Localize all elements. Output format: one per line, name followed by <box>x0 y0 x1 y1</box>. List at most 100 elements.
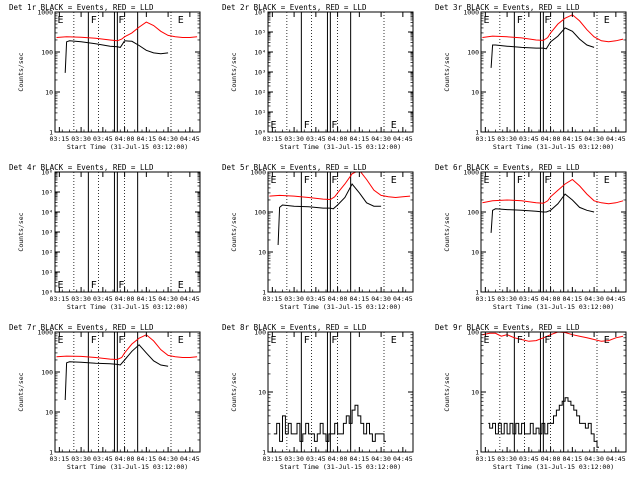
x-tick-label: 03:15 <box>50 135 70 143</box>
y-tick-label: 1000 <box>250 169 266 177</box>
x-tick-label: 03:45 <box>306 135 326 143</box>
x-tick-label: 03:15 <box>476 295 496 303</box>
x-tick-label: 04:30 <box>158 455 178 463</box>
x-tick-label: 03:30 <box>71 135 91 143</box>
x-axis-label: Start Time (31-Jul-15 03:12:00) <box>280 463 401 471</box>
y-tick-label: 10 <box>471 89 479 97</box>
x-tick-label: 04:30 <box>584 135 604 143</box>
x-tick-label: 03:45 <box>519 455 539 463</box>
x-tick-label: 04:15 <box>563 455 583 463</box>
x-tick-label: 04:15 <box>137 135 157 143</box>
panel-title: Det 6r BLACK = Events, RED = LLD <box>435 163 580 172</box>
marker-label-e: E <box>483 15 489 26</box>
panel-9: Det 9r BLACK = Events, RED = LLD E F F E 1 10 1… <box>435 323 627 471</box>
x-tick-label: 04:45 <box>180 295 200 303</box>
marker-label-f: F <box>304 120 310 131</box>
plot-frame <box>480 171 627 293</box>
y-tick-label: 10⁵ <box>41 189 53 197</box>
x-tick-label: 04:00 <box>115 135 135 143</box>
x-tick-label: 04:15 <box>350 295 370 303</box>
panel-5: Det 5r BLACK = Events, RED = LLD E F F E 1 10 1… <box>222 163 414 311</box>
events-series-line <box>277 183 382 246</box>
panel-title: Det 5r BLACK = Events, RED = LLD <box>222 163 367 172</box>
y-axis-label: Counts/sec <box>17 212 25 251</box>
x-tick-label: 03:30 <box>284 135 304 143</box>
x-tick-label: 03:45 <box>519 135 539 143</box>
y-tick-label: 10 <box>258 249 266 257</box>
x-tick-label: 04:45 <box>606 455 626 463</box>
x-tick-label: 04:30 <box>371 295 391 303</box>
panel-3: Det 3r BLACK = Events, RED = LLD E F F E 1 10 1… <box>435 3 627 151</box>
marker-label-f: F <box>517 15 523 26</box>
y-tick-label: 1 <box>475 289 479 297</box>
x-tick-label: 04:30 <box>584 455 604 463</box>
marker-label-f: F <box>91 280 97 291</box>
events-series-line <box>488 397 599 448</box>
x-tick-label: 03:30 <box>497 135 517 143</box>
x-tick-label: 04:15 <box>563 135 583 143</box>
marker-label-f: F <box>331 120 337 131</box>
y-tick-label: 100 <box>41 49 53 57</box>
y-tick-label: 10¹ <box>254 109 266 117</box>
lld-series-line <box>482 178 624 205</box>
marker-label-e: E <box>178 280 184 291</box>
x-tick-label: 03:30 <box>71 295 91 303</box>
marker-label-e: E <box>57 280 63 291</box>
y-tick-label: 10⁰ <box>41 289 53 297</box>
x-tick-label: 04:45 <box>180 135 200 143</box>
plot-frame <box>54 11 201 133</box>
x-tick-label: 04:45 <box>393 295 413 303</box>
events-series-line <box>490 193 595 233</box>
x-tick-label: 04:00 <box>541 135 561 143</box>
x-tick-label: 03:15 <box>263 295 283 303</box>
marker-label-e: E <box>270 175 276 186</box>
x-tick-label: 04:30 <box>371 455 391 463</box>
marker-label-f: F <box>91 335 97 346</box>
marker-label-e: E <box>178 15 184 26</box>
y-tick-label: 10⁴ <box>254 49 266 57</box>
y-tick-label: 100 <box>467 49 479 57</box>
x-axis-label: Start Time (31-Jul-15 03:12:00) <box>280 303 401 311</box>
panel-title: Det 4r BLACK = Events, RED = LLD <box>9 163 154 172</box>
marker-label-e: E <box>391 120 397 131</box>
y-axis-label: Counts/sec <box>443 372 451 411</box>
x-tick-label: 04:45 <box>606 295 626 303</box>
marker-label-f: F <box>118 15 124 26</box>
y-tick-label: 100 <box>467 209 479 217</box>
y-axis-label: Counts/sec <box>443 52 451 91</box>
y-tick-label: 1 <box>262 289 266 297</box>
events-series-line <box>64 40 169 73</box>
x-tick-label: 04:00 <box>541 455 561 463</box>
panel-4: Det 4r BLACK = Events, RED = LLD E F F E 10⁰ 1… <box>9 163 201 311</box>
x-tick-label: 03:15 <box>50 295 70 303</box>
x-tick-label: 04:00 <box>328 455 348 463</box>
y-tick-label: 1000 <box>463 169 479 177</box>
marker-label-f: F <box>517 335 523 346</box>
y-tick-label: 10³ <box>41 229 53 237</box>
x-axis-label: Start Time (31-Jul-15 03:12:00) <box>493 463 614 471</box>
marker-label-e: E <box>483 175 489 186</box>
x-tick-label: 03:30 <box>71 455 91 463</box>
marker-label-e: E <box>270 120 276 131</box>
lld-series-line <box>56 334 198 361</box>
x-tick-label: 04:45 <box>393 135 413 143</box>
x-tick-label: 03:45 <box>93 135 113 143</box>
y-tick-label: 1 <box>475 129 479 137</box>
x-tick-label: 03:45 <box>519 295 539 303</box>
x-axis-label: Start Time (31-Jul-15 03:12:00) <box>67 143 188 151</box>
marker-label-e: E <box>57 335 63 346</box>
y-tick-label: 10 <box>471 249 479 257</box>
x-tick-label: 03:45 <box>306 295 326 303</box>
y-tick-label: 10¹ <box>41 269 53 277</box>
y-tick-label: 1 <box>49 449 53 457</box>
x-tick-label: 04:15 <box>563 295 583 303</box>
x-tick-label: 04:45 <box>180 455 200 463</box>
marker-label-f: F <box>544 335 550 346</box>
marker-label-f: F <box>331 175 337 186</box>
y-tick-label: 100 <box>41 369 53 377</box>
y-tick-label: 1 <box>262 449 266 457</box>
marker-label-f: F <box>118 335 124 346</box>
marker-label-e: E <box>391 335 397 346</box>
panel-7: Det 7r BLACK = Events, RED = LLD E F F E 1 10 1… <box>9 323 201 471</box>
y-tick-label: 100 <box>254 209 266 217</box>
